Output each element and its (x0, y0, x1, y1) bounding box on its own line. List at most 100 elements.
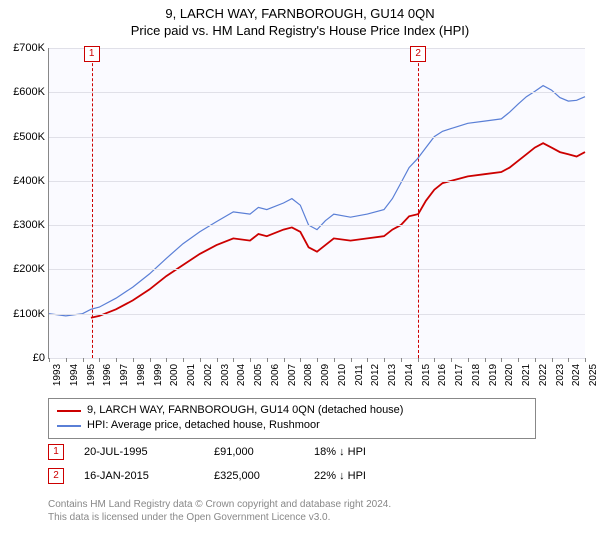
x-tick (552, 358, 553, 362)
gridline (49, 269, 585, 270)
x-axis-label: 2006 (270, 364, 281, 386)
x-axis-label: 1994 (69, 364, 80, 386)
legend-row: HPI: Average price, detached house, Rush… (57, 418, 527, 433)
x-axis-label: 2022 (538, 364, 549, 386)
x-axis-label: 2014 (404, 364, 415, 386)
x-axis-label: 2000 (169, 364, 180, 386)
transaction-date: 20-JUL-1995 (84, 446, 194, 458)
x-axis-label: 2013 (387, 364, 398, 386)
gridline (49, 314, 585, 315)
x-axis-label: 2020 (504, 364, 515, 386)
x-tick (401, 358, 402, 362)
chart-lines-svg (49, 48, 585, 358)
marker-line (92, 48, 93, 358)
title-block: 9, LARCH WAY, FARNBOROUGH, GU14 0QN Pric… (0, 0, 600, 40)
y-axis-label: £700K (1, 42, 45, 54)
x-tick (233, 358, 234, 362)
x-tick (434, 358, 435, 362)
gridline (49, 92, 585, 93)
series-price_paid (91, 143, 585, 318)
x-axis-label: 2016 (437, 364, 448, 386)
x-tick (66, 358, 67, 362)
marker-badge: 1 (84, 46, 100, 62)
x-tick (150, 358, 151, 362)
x-tick (535, 358, 536, 362)
x-axis-label: 2023 (555, 364, 566, 386)
gridline (49, 181, 585, 182)
transaction-rows: 1 20-JUL-1995 £91,000 18% ↓ HPI 2 16-JAN… (48, 444, 548, 492)
x-axis-label: 1997 (119, 364, 130, 386)
x-axis-label: 2011 (354, 364, 365, 386)
x-axis-label: 2017 (454, 364, 465, 386)
x-tick (501, 358, 502, 362)
legend-swatch-hpi (57, 425, 81, 427)
x-tick (351, 358, 352, 362)
x-axis-label: 2008 (303, 364, 314, 386)
x-axis-label: 2007 (287, 364, 298, 386)
x-tick (384, 358, 385, 362)
x-axis-label: 2010 (337, 364, 348, 386)
chart-container: 9, LARCH WAY, FARNBOROUGH, GU14 0QN Pric… (0, 0, 600, 560)
gridline (49, 137, 585, 138)
x-axis-label: 2012 (370, 364, 381, 386)
x-tick (468, 358, 469, 362)
footer-line-1: Contains HM Land Registry data © Crown c… (48, 498, 568, 511)
title-subtitle: Price paid vs. HM Land Registry's House … (0, 23, 600, 40)
x-axis-label: 1999 (153, 364, 164, 386)
chart-plot-area: £0£100K£200K£300K£400K£500K£600K£700K199… (48, 48, 585, 359)
x-axis-label: 2018 (471, 364, 482, 386)
x-tick (49, 358, 50, 362)
transaction-pct: 18% ↓ HPI (314, 446, 404, 458)
legend-swatch-price (57, 410, 81, 412)
x-axis-label: 1998 (136, 364, 147, 386)
x-tick (334, 358, 335, 362)
x-tick (485, 358, 486, 362)
y-axis-label: £100K (1, 308, 45, 320)
marker-badge-2: 2 (48, 468, 64, 484)
x-axis-label: 2019 (488, 364, 499, 386)
x-axis-label: 2015 (421, 364, 432, 386)
transaction-pct: 22% ↓ HPI (314, 470, 404, 482)
series-hpi (49, 86, 585, 316)
x-axis-label: 2025 (588, 364, 599, 386)
x-axis-label: 2004 (236, 364, 247, 386)
legend-label-price: 9, LARCH WAY, FARNBOROUGH, GU14 0QN (det… (87, 403, 403, 418)
legend-box: 9, LARCH WAY, FARNBOROUGH, GU14 0QN (det… (48, 398, 536, 439)
x-tick (518, 358, 519, 362)
x-tick (585, 358, 586, 362)
x-tick (367, 358, 368, 362)
x-tick (568, 358, 569, 362)
x-tick (116, 358, 117, 362)
transaction-row: 1 20-JUL-1995 £91,000 18% ↓ HPI (48, 444, 548, 460)
transaction-row: 2 16-JAN-2015 £325,000 22% ↓ HPI (48, 468, 548, 484)
x-tick (451, 358, 452, 362)
marker-line (418, 48, 419, 358)
x-tick (267, 358, 268, 362)
y-axis-label: £0 (1, 352, 45, 364)
x-tick (217, 358, 218, 362)
x-tick (183, 358, 184, 362)
transaction-price: £325,000 (214, 470, 294, 482)
y-axis-label: £500K (1, 131, 45, 143)
y-axis-label: £400K (1, 175, 45, 187)
x-tick (284, 358, 285, 362)
x-tick (200, 358, 201, 362)
x-tick (317, 358, 318, 362)
y-axis-label: £300K (1, 219, 45, 231)
footer-note: Contains HM Land Registry data © Crown c… (48, 498, 568, 524)
x-axis-label: 1993 (52, 364, 63, 386)
footer-line-2: This data is licensed under the Open Gov… (48, 511, 568, 524)
transaction-price: £91,000 (214, 446, 294, 458)
x-tick (300, 358, 301, 362)
x-axis-label: 2003 (220, 364, 231, 386)
y-axis-label: £200K (1, 263, 45, 275)
x-axis-label: 2001 (186, 364, 197, 386)
x-tick (83, 358, 84, 362)
gridline (49, 225, 585, 226)
x-tick (250, 358, 251, 362)
x-tick (133, 358, 134, 362)
x-axis-label: 2024 (571, 364, 582, 386)
x-axis-label: 2009 (320, 364, 331, 386)
x-axis-label: 2005 (253, 364, 264, 386)
x-axis-label: 1996 (102, 364, 113, 386)
